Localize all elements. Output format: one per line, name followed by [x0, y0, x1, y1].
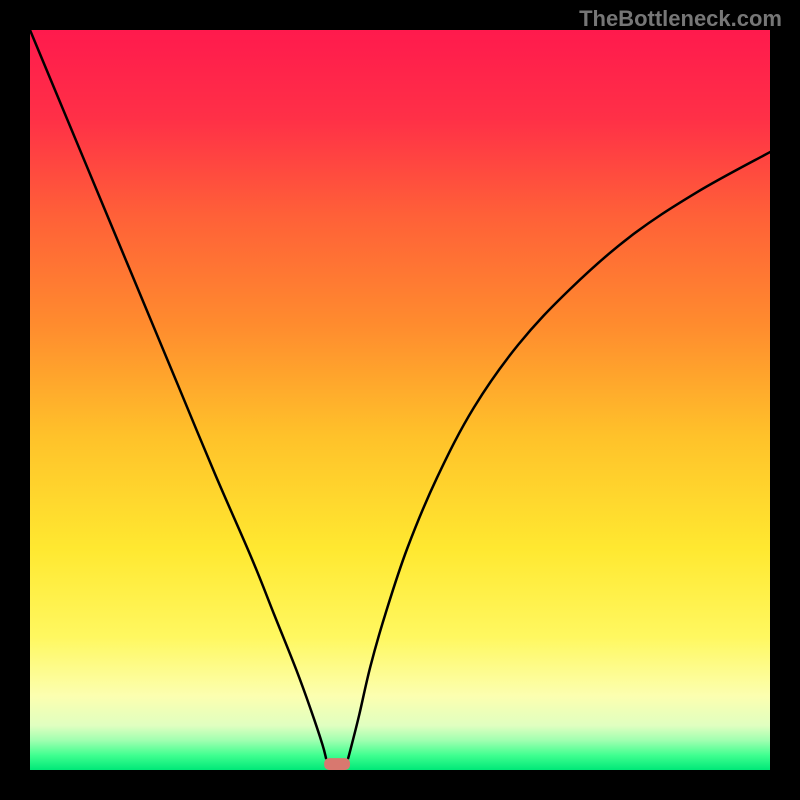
watermark-text: TheBottleneck.com — [579, 6, 782, 32]
bottleneck-curve-chart — [30, 30, 770, 770]
minimum-marker — [324, 758, 350, 770]
gradient-background — [30, 30, 770, 770]
chart-area — [30, 30, 770, 770]
chart-container: TheBottleneck.com — [0, 0, 800, 800]
